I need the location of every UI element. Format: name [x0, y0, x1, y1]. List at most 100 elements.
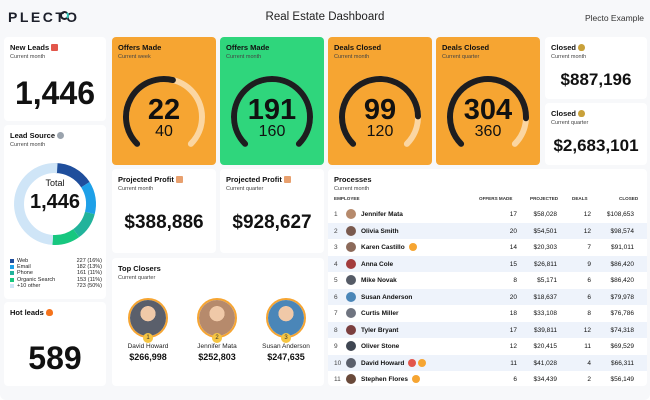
closed-quarter-card[interactable]: Closed Current quarter $2,683,101	[545, 103, 647, 165]
processes-card[interactable]: Processes Current month EMPLOYEE OFFERS …	[328, 169, 647, 386]
closer-amount: $266,998	[129, 352, 167, 362]
legend-item[interactable]: Organic Search 153 (11%)	[10, 277, 102, 283]
employee-name[interactable]: Oliver Stone	[361, 343, 400, 350]
gauge-card-deals-month[interactable]: Deals Closed Current month 99 120	[328, 37, 432, 165]
gauge-value: 191	[247, 94, 297, 126]
achievement-badge-icon	[418, 358, 426, 367]
money-bag-icon	[578, 110, 586, 117]
employee-name[interactable]: Curtis Miller	[361, 310, 399, 317]
closed-cell: $76,786	[610, 310, 635, 317]
closed-cell: $86,420	[610, 277, 635, 284]
column-header-employee[interactable]: EMPLOYEE	[334, 196, 360, 201]
gauge-card-offers-week[interactable]: Offers Made Current week 22 40	[112, 37, 216, 165]
employee-name[interactable]: Karen Castillo	[361, 244, 405, 251]
closed-cell: $66,311	[610, 359, 634, 367]
table-row[interactable]: 6 Susan Anderson 20 $18,637 6 $79,978	[328, 288, 647, 305]
money-icon	[283, 176, 291, 183]
card-title: Projected Profit	[226, 175, 282, 184]
top-closer-2[interactable]: 2 Jennifer Mata $252,803	[184, 298, 250, 362]
processes-table-body: 1 Jennifer Mata 17 $58,028 12 $108,653 2 Olivia…	[328, 206, 647, 386]
column-header-projected[interactable]: PROJECTED	[530, 196, 559, 201]
top-closer-3[interactable]: 3 Susan Anderson $247,635	[253, 298, 319, 362]
gauge-progress	[231, 76, 313, 147]
legend-item[interactable]: Email 182 (13%)	[10, 264, 102, 270]
projected-cell: $20,415	[533, 343, 558, 350]
deals-cell: 2	[587, 376, 591, 383]
row-rank: 4	[334, 260, 338, 268]
gauge-target: 40	[155, 123, 173, 140]
table-row[interactable]: 8 Tyler Bryant 17 $39,811 12 $74,318	[328, 321, 647, 338]
row-rank: 11	[334, 376, 341, 383]
closer-name: Jennifer Mata	[197, 343, 237, 350]
table-row[interactable]: 10 David Howard 11 $41,028 4 $66,311	[328, 354, 647, 371]
table-row[interactable]: 4 Anna Cole 15 $26,811 9 $86,420	[328, 255, 647, 272]
employee-name[interactable]: Stephen Flores	[361, 376, 408, 383]
logo-ring-icon	[60, 11, 69, 20]
lead-source-card[interactable]: Lead Source Current month Total 1,446 We…	[4, 125, 106, 299]
employee-name[interactable]: Anna Cole	[361, 260, 394, 268]
gauge-value: 99	[363, 94, 397, 126]
gauge-target: 160	[258, 123, 286, 140]
legend-value: 723 (50%)	[76, 282, 102, 289]
table-row[interactable]: 7 Curtis Miller 18 $33,108 8 $76,786	[328, 305, 647, 322]
column-header-offers-made[interactable]: OFFERS MADE	[479, 196, 513, 201]
card-subtitle: Current quarter	[118, 275, 156, 281]
card-subtitle: Current month	[334, 54, 370, 60]
legend-item[interactable]: Web 227 (16%)	[10, 258, 102, 264]
card-subtitle: Current month	[334, 186, 370, 192]
table-row[interactable]: 3 Karen Castillo 14 $20,303 7 $91,011	[328, 239, 647, 256]
gauge-progress	[339, 76, 421, 147]
deals-cell: 6	[587, 293, 591, 301]
closer-name: Susan Anderson	[262, 343, 310, 350]
gauge-card-deals-quarter[interactable]: Deals Closed Current quarter 304 360	[436, 37, 540, 165]
top-closer-1[interactable]: 1 David Howard $266,998	[115, 298, 181, 362]
legend-label: +10 other	[17, 282, 41, 289]
table-row[interactable]: 1 Jennifer Mata 17 $58,028 12 $108,653	[328, 206, 647, 223]
rank-badge: 3	[281, 333, 291, 343]
top-closers-card[interactable]: Top Closers Current quarter 1 David Howa…	[112, 258, 324, 386]
column-header-closed[interactable]: CLOSED	[619, 196, 639, 201]
avatar	[346, 225, 356, 236]
legend-label: Email	[17, 264, 31, 271]
employee-name[interactable]: Mike Novak	[361, 277, 397, 284]
row-rank: 1	[334, 211, 338, 218]
hot-leads-card[interactable]: Hot leads 589	[4, 302, 106, 386]
legend-swatch	[10, 283, 14, 288]
deals-cell: 9	[587, 260, 591, 268]
legend-item[interactable]: +10 other 723 (50%)	[10, 283, 102, 289]
employee-name[interactable]: Jennifer Mata	[361, 211, 403, 218]
card-subtitle: Current quarter	[551, 120, 589, 126]
card-subtitle: Current quarter	[226, 186, 264, 192]
closed-cell: $91,011	[610, 244, 634, 251]
organization-name[interactable]: Plecto Example	[584, 13, 644, 23]
table-row[interactable]: 5 Mike Novak 8 $5,171 6 $86,420	[328, 272, 647, 289]
projected-cell: $34,439	[533, 376, 558, 383]
top-bar: PLECTO Real Estate Dashboard Plecto Exam…	[0, 0, 650, 36]
legend-label: Web	[17, 258, 29, 264]
projected-profit-month-card[interactable]: Projected Profit Current month $388,886	[112, 169, 216, 253]
new-leads-card[interactable]: New Leads Current month 1,446	[4, 37, 106, 121]
lead-source-donut	[14, 163, 96, 245]
gauge-value: 304	[463, 94, 513, 126]
deals-cell: 6	[587, 277, 591, 284]
gauge-progress	[123, 76, 176, 147]
projected-cell: $5,171	[537, 277, 557, 284]
employee-name[interactable]: David Howard	[361, 359, 405, 367]
plecto-logo[interactable]: PLECTO	[8, 9, 80, 25]
offers-made-cell: 18	[509, 310, 517, 317]
employee-name[interactable]: Tyler Bryant	[361, 326, 399, 334]
closed-month-card[interactable]: Closed Current month $887,196	[545, 37, 647, 99]
gauge-card-offers-month[interactable]: Offers Made Current month 191 160	[220, 37, 324, 165]
offers-made-cell: 20	[509, 227, 517, 235]
legend-item[interactable]: Phone 161 (11%)	[10, 270, 102, 276]
card-subtitle: Current month	[551, 54, 587, 60]
table-row[interactable]: 11 Stephen Flores 6 $34,439 2 $56,149	[328, 371, 647, 386]
gauge-progress	[447, 76, 529, 147]
projected-profit-quarter-card[interactable]: Projected Profit Current quarter $928,62…	[220, 169, 324, 253]
table-row[interactable]: 2 Olivia Smith 20 $54,501 12 $98,574	[328, 222, 647, 239]
table-row[interactable]: 9 Oliver Stone 12 $20,415 11 $69,529	[328, 338, 647, 355]
column-header-deals[interactable]: DEALS	[572, 196, 588, 201]
progress-gauge	[447, 76, 529, 147]
employee-name[interactable]: Susan Anderson	[361, 293, 413, 301]
employee-name[interactable]: Olivia Smith	[361, 227, 399, 235]
